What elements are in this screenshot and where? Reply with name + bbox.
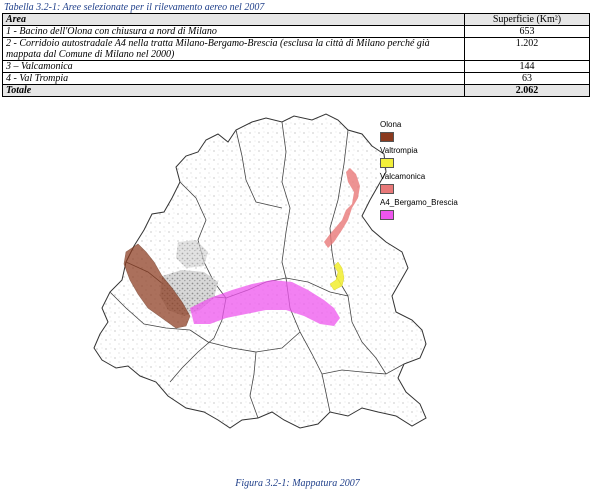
- surface-table: Area Superficie (Km²) 1 - Bacino dell'Ol…: [2, 13, 590, 97]
- total-surface: 2.062: [464, 84, 590, 97]
- olona-area: [123, 243, 191, 329]
- legend-swatch: [380, 158, 394, 168]
- province-boundaries: [109, 121, 405, 419]
- table-caption: Tabella 3.2-1: Aree selezionate per il r…: [4, 2, 265, 13]
- urban-area-north: [176, 240, 208, 268]
- legend-swatch: [380, 132, 394, 142]
- total-row: Totale 2.062: [2, 84, 590, 97]
- total-label: Totale: [2, 84, 465, 97]
- legend-label: Valcamonica: [380, 172, 426, 181]
- header-area: Area: [2, 13, 465, 26]
- valtrompia-area: [329, 261, 345, 291]
- map-legend: Olona Valtrompia Valcamonica A4_Bergamo_…: [380, 120, 480, 224]
- row-area: 1 - Bacino dell'Olona con chiusura a nor…: [2, 25, 465, 38]
- legend-item-valtrompia: Valtrompia: [380, 146, 480, 168]
- a4-corridor-area: [190, 280, 340, 326]
- row-surface: 653: [464, 25, 590, 38]
- legend-item-valcamonica: Valcamonica: [380, 172, 480, 194]
- legend-label: Valtrompia: [380, 146, 418, 155]
- legend-swatch: [380, 184, 394, 194]
- row-surface: 63: [464, 72, 590, 85]
- table-row: 3 – Valcamonica 144: [2, 60, 590, 73]
- row-surface: 144: [464, 60, 590, 73]
- legend-item-a4: A4_Bergamo_Brescia: [380, 198, 480, 220]
- table-row: 2 - Corridoio autostradale A4 nella trat…: [2, 37, 590, 61]
- legend-label: A4_Bergamo_Brescia: [380, 198, 458, 207]
- map-svg: [93, 113, 427, 429]
- row-area: 4 - Val Trompia: [2, 72, 465, 85]
- header-surface: Superficie (Km²): [464, 13, 590, 26]
- figure-caption: Figura 3.2-1: Mappatura 2007: [235, 478, 360, 489]
- legend-label: Olona: [380, 120, 402, 129]
- region-outline: [93, 113, 427, 429]
- row-area: 3 – Valcamonica: [2, 60, 465, 73]
- table-row: 4 - Val Trompia 63: [2, 72, 590, 85]
- valcamonica-area: [324, 168, 360, 248]
- table-header-row: Area Superficie (Km²): [2, 13, 590, 26]
- lombardy-map: Olona Valtrompia Valcamonica A4_Bergamo_…: [86, 112, 482, 450]
- legend-swatch: [380, 210, 394, 220]
- row-surface: 1.202: [464, 37, 590, 61]
- legend-item-olona: Olona: [380, 120, 480, 142]
- table-row: 1 - Bacino dell'Olona con chiusura a nor…: [2, 25, 590, 38]
- row-area: 2 - Corridoio autostradale A4 nella trat…: [2, 37, 465, 61]
